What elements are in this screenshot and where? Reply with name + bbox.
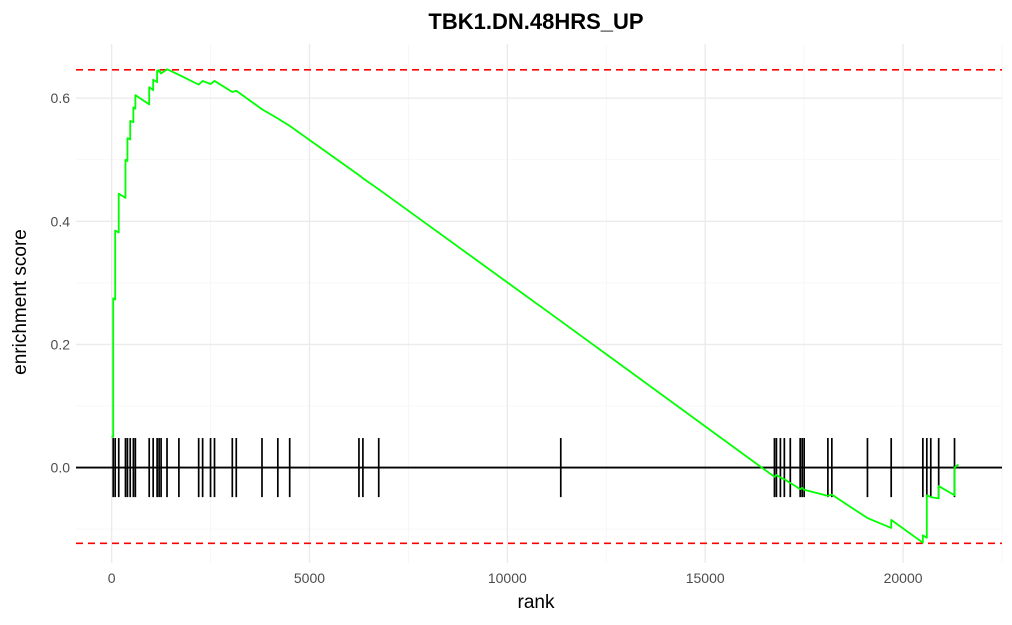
y-tick-label: 0.0 — [51, 460, 71, 476]
x-tick-label: 10000 — [488, 570, 527, 586]
x-axis-title: rank — [518, 592, 555, 613]
chart-title: TBK1.DN.48HRS_UP — [428, 9, 643, 34]
x-tick-label: 5000 — [294, 570, 325, 586]
y-tick-label: 0.2 — [51, 336, 71, 352]
x-tick-label: 0 — [108, 570, 116, 586]
y-tick-label: 0.6 — [51, 90, 71, 106]
grid — [76, 44, 1003, 563]
y-axis-tick-labels: 0.0 0.2 0.4 0.6 — [51, 90, 71, 475]
gene-hit-ticks — [112, 438, 956, 498]
x-tick-label: 15000 — [686, 570, 725, 586]
enrichment-curve — [111, 68, 960, 544]
y-tick-label: 0.4 — [51, 213, 71, 229]
x-tick-label: 20000 — [884, 570, 923, 586]
y-axis-title: enrichment score — [10, 229, 31, 375]
x-axis-tick-labels: 0 5000 10000 15000 20000 — [108, 570, 923, 586]
enrichment-curve-group — [111, 68, 960, 544]
es-reference-lines — [76, 69, 1002, 545]
